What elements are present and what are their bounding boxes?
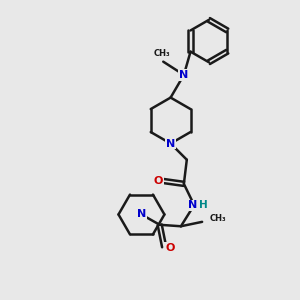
Text: O: O (165, 243, 175, 253)
Text: N: N (137, 209, 146, 220)
Text: N: N (188, 200, 197, 210)
Text: H: H (199, 200, 208, 210)
Text: O: O (154, 176, 163, 186)
Text: N: N (137, 209, 146, 220)
Text: CH₃: CH₃ (209, 214, 226, 224)
Text: N: N (166, 139, 175, 148)
Text: N: N (179, 70, 188, 80)
Text: CH₃: CH₃ (154, 49, 170, 58)
